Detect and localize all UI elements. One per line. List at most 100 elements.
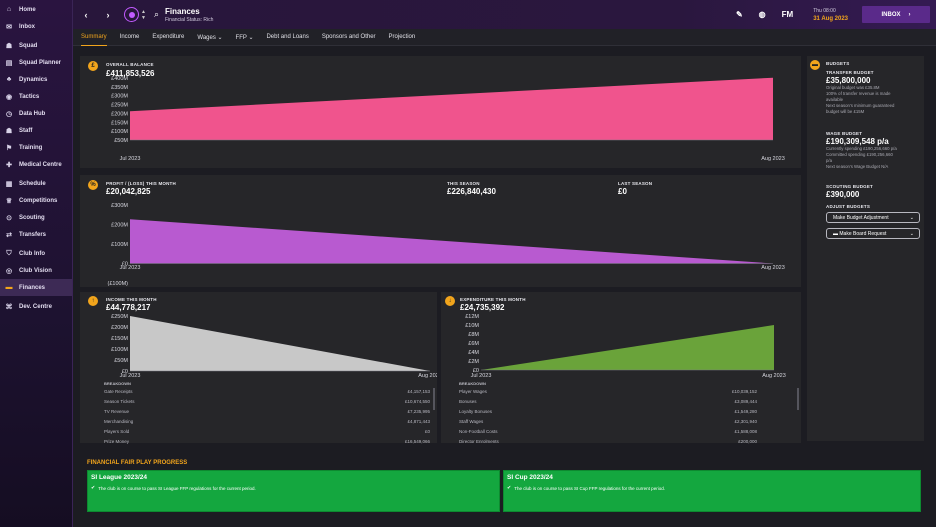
y-tick-label: £300M <box>111 203 128 209</box>
edit-pen-icon[interactable]: ✎ <box>735 10 743 19</box>
breakdown-value: £7,235,995 <box>407 409 430 414</box>
tab-ffp[interactable]: FFP ⌄ <box>235 34 254 41</box>
breakdown-name: Gate Receipts <box>104 389 133 394</box>
breakdown-name: Player Wages <box>459 389 487 394</box>
breakdown-name: Merchandising <box>104 419 134 424</box>
club-switch-icon[interactable]: ▲ ▼ <box>141 8 146 21</box>
breakdown-name: Director Enrolments <box>459 439 499 444</box>
sidebar-item-dynamics[interactable]: ♣ Dynamics <box>0 71 72 88</box>
ffp-league-box[interactable]: SI League 2023/24 ✔ The club is on course… <box>87 470 500 512</box>
sidebar-item-label: Home <box>19 6 36 13</box>
sidebar-item-squad[interactable]: ☗ Squad <box>0 37 72 54</box>
y-tick-label: £0 <box>122 369 128 375</box>
balance-value: £411,853,526 <box>106 69 155 78</box>
club-info-icon: ⛉ <box>6 249 12 257</box>
club-logo-icon[interactable] <box>124 7 139 22</box>
search-icon[interactable]: ⌕ <box>153 9 159 19</box>
check-icon: ✔ <box>507 485 512 491</box>
tab-summary[interactable]: Summary <box>81 29 107 46</box>
sidebar-item-label: Dynamics <box>19 76 48 83</box>
income-scrollbar[interactable] <box>433 388 435 410</box>
sidebar-item-squad-planner[interactable]: ▤ Squad Planner <box>0 54 72 71</box>
breakdown-row[interactable]: Player Wages £10,039,152 <box>459 389 757 394</box>
breakdown-row[interactable]: Merchandising £4,871,443 <box>104 419 430 424</box>
y-tick-label: £2M <box>468 359 479 365</box>
planner-icon: ▤ <box>5 59 13 67</box>
breakdown-row[interactable]: Prize Money £16,549,066 <box>104 439 430 444</box>
budgets-icon: ▬ <box>810 60 820 70</box>
sidebar-item-finances[interactable]: ▬ Finances <box>0 279 72 296</box>
breakdown-row[interactable]: Loyalty Bonuses £1,549,280 <box>459 409 757 414</box>
sidebar-item-tactics[interactable]: ◉ Tactics <box>0 88 72 105</box>
area-series <box>130 219 773 264</box>
sidebar-item-club-vision[interactable]: ◎ Club Vision <box>0 262 72 279</box>
sidebar-item-label: Staff <box>19 127 33 134</box>
tab-projection[interactable]: Projection <box>388 34 416 40</box>
staff-icon: ☗ <box>5 127 13 135</box>
breakdown-row[interactable]: Gate Receipts £4,157,153 <box>104 389 430 394</box>
breakdown-row[interactable]: Bonuses £3,089,444 <box>459 399 757 404</box>
club-vision-icon: ◎ <box>5 267 13 275</box>
sidebar-item-schedule[interactable]: ▦ Schedule <box>0 175 72 192</box>
tab-income[interactable]: Income <box>119 34 140 40</box>
sidebar-item-home[interactable]: ⌂ Home <box>0 1 72 18</box>
sidebar-item-label: Scouting <box>19 214 45 221</box>
breakdown-row[interactable]: Staff Wages £2,301,940 <box>459 419 757 424</box>
y-tick-label: £100M <box>111 129 128 135</box>
y-tick-label: £50M <box>114 138 128 144</box>
y-tick-label: £350M <box>111 85 128 91</box>
back-arrow-icon[interactable]: ‹ <box>84 9 88 20</box>
inbox-label: INBOX <box>881 11 901 18</box>
sidebar-item-scouting[interactable]: ⊙ Scouting <box>0 209 72 226</box>
x-tick-label: Aug 2023 <box>761 156 785 162</box>
tab-wages[interactable]: Wages ⌄ <box>197 34 223 41</box>
scouting-budget-value: £390,000 <box>826 190 860 199</box>
y-tick-label: £6M <box>468 341 479 347</box>
forward-arrow-icon[interactable]: › <box>106 9 110 20</box>
chevron-down-icon: ⌄ <box>909 230 914 237</box>
y-tick-label: £0 <box>473 368 479 374</box>
inbox-continue-button[interactable]: INBOX › <box>862 6 930 23</box>
sidebar-item-inbox[interactable]: ✉ Inbox <box>0 18 72 35</box>
sidebar-item-club-info[interactable]: ⛉ Club Info <box>0 245 72 262</box>
expenditure-scrollbar[interactable] <box>797 388 799 410</box>
breakdown-row[interactable]: TV Revenue £7,235,995 <box>104 409 430 414</box>
sidebar-item-label: Dev. Centre <box>19 303 52 310</box>
expenditure-panel: ↓ EXPENDITURE THIS MONTH £24,735,392 £12… <box>441 292 801 444</box>
fm-menu-icon[interactable]: FM <box>781 10 794 19</box>
profit-label: PROFIT / (LOSS) THIS MONTH <box>106 181 176 186</box>
make-board-request-button[interactable]: ▬ Make Board Request ⌄ <box>826 228 920 239</box>
sidebar-item-dev-centre[interactable]: ⌘ Dev. Centre <box>0 298 72 315</box>
budgets-label: BUDGETS <box>826 61 850 66</box>
breakdown-row[interactable]: Non-Football Costs £1,588,008 <box>459 429 757 434</box>
tab-expenditure[interactable]: Expenditure <box>152 34 185 40</box>
breakdown-row[interactable]: Director Enrolments £200,000 <box>459 439 757 444</box>
sidebar-item-training[interactable]: ⚑ Training <box>0 139 72 156</box>
breakdown-value: £0 <box>424 429 430 434</box>
tab-sponsors-and-other[interactable]: Sponsors and Other <box>321 34 376 40</box>
sidebar-item-label: Medical Centre <box>19 161 62 168</box>
sidebar-item-competitions[interactable]: ♕ Competitions <box>0 192 72 209</box>
y-tick-label: £150M <box>111 120 128 126</box>
sidebar-item-staff[interactable]: ☗ Staff <box>0 122 72 139</box>
ffp-cup-box[interactable]: SI Cup 2023/24 ✔ The club is on course to… <box>503 470 921 512</box>
sidebar-item-data-hub[interactable]: ◷ Data Hub <box>0 105 72 122</box>
world-icon[interactable]: ◍ <box>758 10 766 19</box>
breakdown-row[interactable]: Players Sold £0 <box>104 429 430 434</box>
competitions-icon: ♕ <box>5 197 13 205</box>
breakdown-name: Non-Football Costs <box>459 429 498 434</box>
sidebar-item-medical-centre[interactable]: ✚ Medical Centre <box>0 156 72 173</box>
make-budget-adjustment-button[interactable]: Make Budget Adjustment ⌄ <box>826 212 920 223</box>
chevron-down-icon: ⌄ <box>909 214 914 221</box>
x-tick-label: Aug 2023 <box>761 265 785 271</box>
breakdown-row[interactable]: Season Tickets £10,674,550 <box>104 399 430 404</box>
y-tick-label: £0 <box>122 262 128 268</box>
date-block[interactable]: Thu 08:00 31 Aug 2023 <box>813 8 848 22</box>
sidebar-item-transfers[interactable]: ⇄ Transfers <box>0 226 72 243</box>
y-tick-label: £200M <box>111 223 128 229</box>
dynamics-icon: ♣ <box>6 76 12 83</box>
transfer-budget-notes: Original budget was £35.8M 100% of trans… <box>826 85 895 114</box>
tab-debt-and-loans[interactable]: Debt and Loans <box>266 34 309 40</box>
expenditure-breakdown-title: BREAKDOWN <box>459 381 486 386</box>
x-tick-label: Aug 2023 <box>418 373 437 379</box>
